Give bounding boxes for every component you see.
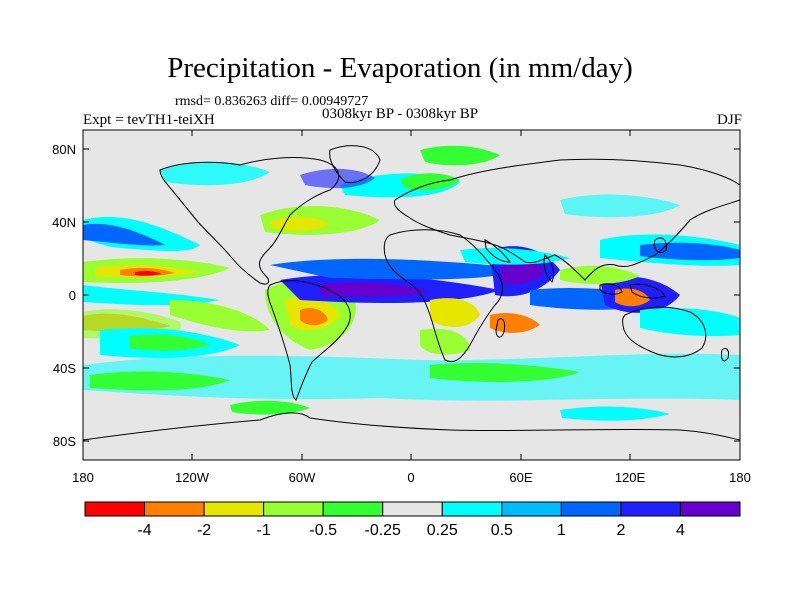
lon-label-120w: 120W (175, 470, 210, 485)
lat-label-0: 0 (69, 288, 76, 303)
colorbar-label: -0.5 (309, 522, 337, 539)
colorbar-swatch (144, 501, 205, 517)
colorbar-label: -1 (257, 522, 271, 539)
colorbar-label: 1 (557, 522, 566, 539)
lon-label-0: 0 (407, 470, 414, 485)
latitude-ticks (83, 148, 740, 442)
colorbar-swatch (560, 501, 622, 517)
colorbar-swatch (620, 501, 681, 517)
colorbar-swatch (203, 501, 265, 517)
lat-label-40n: 40N (52, 215, 76, 230)
colorbar-label: 2 (616, 522, 625, 539)
lat-label-40s: 40S (53, 361, 76, 376)
colorbar-label: -4 (137, 522, 151, 539)
lon-label-180w: 180 (72, 470, 94, 485)
colorbar-label: -2 (197, 522, 211, 539)
lon-label-180e: 180 (729, 470, 751, 485)
colorbar: -4 -2 -1 -0.5 -0.25 0.25 0.5 1 2 4 (84, 501, 741, 539)
experiment-label: Expt = tevTH1-teiXH (83, 112, 215, 128)
colorbar-label: 0.5 (491, 522, 513, 539)
season-label: DJF (716, 112, 742, 128)
colorbar-swatch (441, 501, 503, 517)
colorbar-swatch (322, 501, 384, 517)
coastline-layer (83, 145, 740, 441)
period-label: 0308kyr BP - 0308kyr BP (322, 106, 479, 122)
lon-label-60w: 60W (289, 470, 316, 485)
colorbar-swatch (382, 501, 443, 517)
lat-label-80n: 80N (52, 142, 76, 157)
stats-text: rmsd= 0.836263 diff= 0.00949727 (175, 94, 369, 109)
colorbar-label: 4 (676, 522, 685, 539)
lon-label-120e: 120E (615, 470, 646, 485)
longitude-ticks (82, 130, 741, 460)
colorbar-swatch (679, 501, 741, 517)
colorbar-swatch (84, 501, 146, 517)
colorbar-label: 0.25 (427, 522, 458, 539)
colorbar-label: -0.25 (364, 522, 401, 539)
lon-label-60e: 60E (509, 470, 532, 485)
lat-label-80s: 80S (53, 434, 76, 449)
colorbar-swatch (263, 501, 324, 517)
colorbar-swatch (501, 501, 562, 517)
map-title: Precipitation - Evaporation (in mm/day) (167, 52, 633, 84)
anomaly-field-layer (83, 145, 740, 421)
